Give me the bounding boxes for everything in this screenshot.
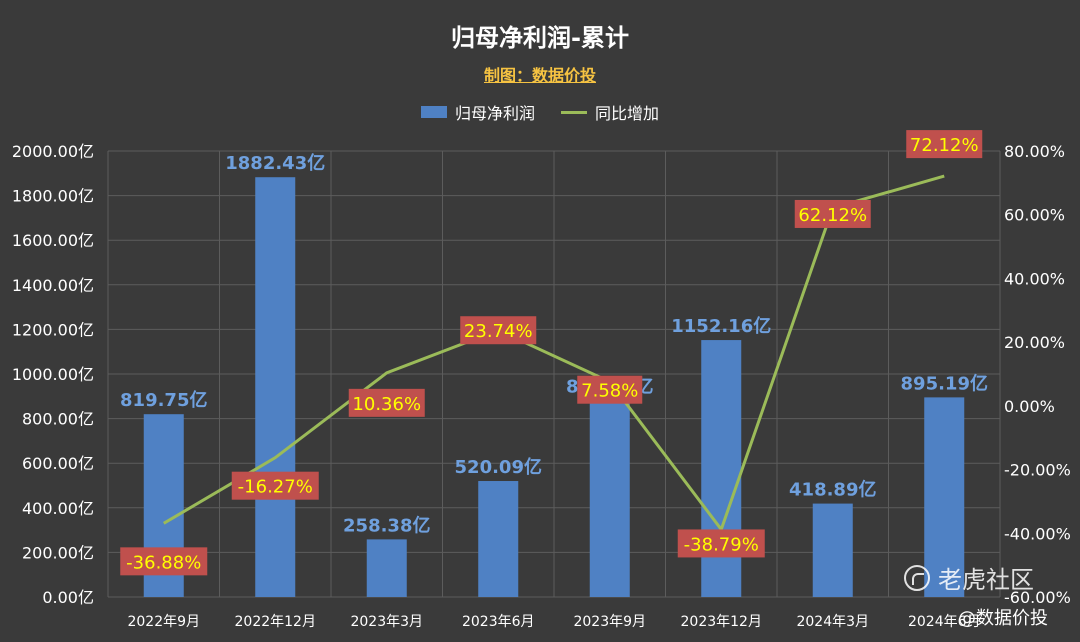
bar-data-label: 258.38亿 bbox=[343, 514, 430, 536]
bar bbox=[255, 177, 296, 597]
legend-label-line: 同比增加 bbox=[595, 104, 660, 123]
line-data-badge bbox=[348, 388, 425, 417]
line-data-badge bbox=[906, 130, 983, 159]
bar bbox=[478, 481, 519, 597]
x-tick-label: 2024年6月 bbox=[908, 614, 981, 630]
line-data-label: -36.88% bbox=[126, 552, 201, 573]
left-tick-label: 800.00亿 bbox=[22, 410, 94, 429]
left-tick-label: 200.00亿 bbox=[22, 543, 94, 562]
line-data-label: 23.74% bbox=[464, 321, 533, 342]
bar-data-label: 1882.43亿 bbox=[225, 152, 325, 174]
x-tick-label: 2024年3月 bbox=[796, 614, 869, 630]
x-tick-label: 2023年6月 bbox=[462, 614, 535, 630]
left-tick-label: 1400.00亿 bbox=[12, 276, 94, 295]
legend-label-bar: 归母净利润 bbox=[454, 104, 535, 123]
watermark-brand: 老虎社区 bbox=[938, 566, 1034, 594]
right-tick-label: 40.00% bbox=[1004, 269, 1065, 288]
right-tick-label: -20.00% bbox=[1004, 461, 1071, 480]
x-tick-label: 2023年3月 bbox=[350, 614, 423, 630]
left-tick-label: 400.00亿 bbox=[22, 499, 94, 518]
line-data-badge bbox=[231, 471, 319, 500]
right-tick-label: -60.00% bbox=[1004, 588, 1071, 607]
line-data-label: -38.79% bbox=[684, 534, 759, 555]
right-tick-label: 0.00% bbox=[1004, 397, 1055, 416]
x-tick-label: 2023年9月 bbox=[573, 614, 646, 630]
yoy-line bbox=[162, 174, 945, 533]
bar-data-label: 1152.16亿 bbox=[671, 315, 771, 337]
legend: 归母净利润 同比增加 bbox=[0, 100, 1080, 124]
bar bbox=[701, 340, 742, 597]
bar-data-label: 520.09亿 bbox=[455, 456, 542, 478]
chart-subtitle: 制图：数据价投 bbox=[483, 66, 596, 85]
bar bbox=[924, 397, 965, 597]
line-data-label: -16.27% bbox=[238, 477, 313, 498]
line-data-badge bbox=[794, 199, 871, 228]
bar bbox=[589, 400, 630, 597]
bar-data-label: 418.89亿 bbox=[789, 479, 876, 501]
line-data-badge bbox=[460, 316, 537, 345]
right-tick-label: 80.00% bbox=[1004, 142, 1065, 161]
x-tick-label: 2023年12月 bbox=[681, 614, 762, 630]
line-data-label: 62.12% bbox=[798, 205, 867, 226]
bar-data-label: 895.19亿 bbox=[901, 372, 988, 394]
right-tick-label: 20.00% bbox=[1004, 333, 1065, 352]
tiger-logo-icon bbox=[904, 564, 930, 591]
left-tick-label: 2000.00亿 bbox=[12, 142, 94, 161]
chart-title: 归母净利润-累计 bbox=[451, 24, 629, 52]
left-tick-label: 1200.00亿 bbox=[12, 320, 94, 339]
line-data-badge bbox=[120, 547, 208, 576]
legend-item-line: 同比增加 bbox=[561, 100, 659, 124]
bar-data-label: 819.75亿 bbox=[120, 389, 207, 411]
bar bbox=[812, 503, 853, 597]
legend-item-bar: 归母净利润 bbox=[420, 100, 535, 124]
line-data-label: 7.58% bbox=[581, 381, 638, 402]
line-data-label: 72.12% bbox=[910, 135, 979, 156]
line-data-badge bbox=[577, 375, 643, 404]
right-tick-label: 60.00% bbox=[1004, 206, 1065, 225]
line-data-label: 10.36% bbox=[352, 394, 421, 415]
left-tick-label: 1600.00亿 bbox=[12, 231, 94, 250]
watermark-logo: 老虎社区 bbox=[904, 560, 1034, 595]
right-tick-label: -40.00% bbox=[1004, 524, 1071, 543]
left-tick-label: 1800.00亿 bbox=[12, 187, 94, 206]
legend-swatch-line bbox=[561, 110, 587, 114]
x-tick-label: 2022年12月 bbox=[235, 614, 316, 630]
left-tick-label: 0.00亿 bbox=[42, 588, 94, 607]
left-tick-label: 1000.00亿 bbox=[12, 365, 94, 384]
x-tick-label: 2022年9月 bbox=[127, 614, 200, 630]
legend-swatch-bar bbox=[420, 106, 447, 118]
line-data-badge bbox=[677, 529, 765, 558]
bar bbox=[366, 539, 407, 597]
watermark-handle: @数据价投 bbox=[958, 608, 1048, 629]
left-tick-label: 600.00亿 bbox=[22, 454, 94, 473]
